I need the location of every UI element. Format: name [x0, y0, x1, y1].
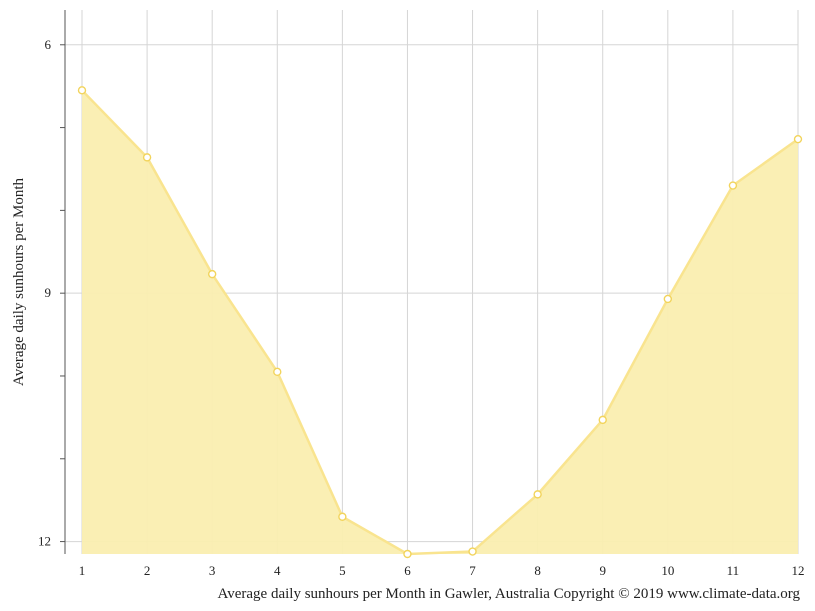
- data-point-month-10: [663, 294, 673, 304]
- data-point-month-4: [273, 367, 282, 377]
- x-tick-label: 9: [599, 563, 606, 578]
- y-axis-label: Average daily sunhours per Month: [11, 178, 27, 387]
- series-line: [81, 89, 799, 556]
- x-tick-label: 3: [209, 563, 216, 578]
- data-point-month-2: [142, 153, 152, 162]
- area-fill: [82, 90, 798, 554]
- y-tick-label: 9: [45, 285, 52, 300]
- x-tick-label: 12: [792, 563, 805, 578]
- data-point-month-8: [533, 490, 542, 499]
- data-point-month-11: [728, 181, 738, 190]
- x-tick-label: 6: [404, 563, 411, 578]
- data-point-month-5: [338, 512, 347, 521]
- x-tick-label: 5: [339, 563, 346, 578]
- data-point-month-1: [77, 86, 87, 95]
- data-point-month-12: [793, 134, 803, 144]
- data-point-month-6: [403, 549, 412, 559]
- x-tick-labels: 1 2 3 4 5 6 7 8 9 10 11 12: [79, 563, 805, 578]
- y-tick-label: 6: [45, 37, 52, 52]
- x-tick-label: 1: [79, 563, 86, 578]
- y-axis: 12 9 6: [38, 10, 66, 554]
- x-tick-label: 7: [469, 563, 476, 578]
- data-point-month-7: [468, 547, 477, 556]
- data-point-month-3: [207, 269, 217, 279]
- x-axis-label: Average daily sunhours per Month in Gawl…: [218, 586, 801, 602]
- x-tick-label: 10: [661, 563, 674, 578]
- x-tick-label: 8: [534, 563, 541, 578]
- data-markers: [77, 86, 803, 559]
- x-tick-label: 2: [144, 563, 151, 578]
- x-tick-label: 11: [727, 563, 740, 578]
- y-tick-label: 12: [38, 534, 51, 549]
- x-tick-label: 4: [274, 563, 281, 578]
- data-point-month-9: [598, 415, 607, 425]
